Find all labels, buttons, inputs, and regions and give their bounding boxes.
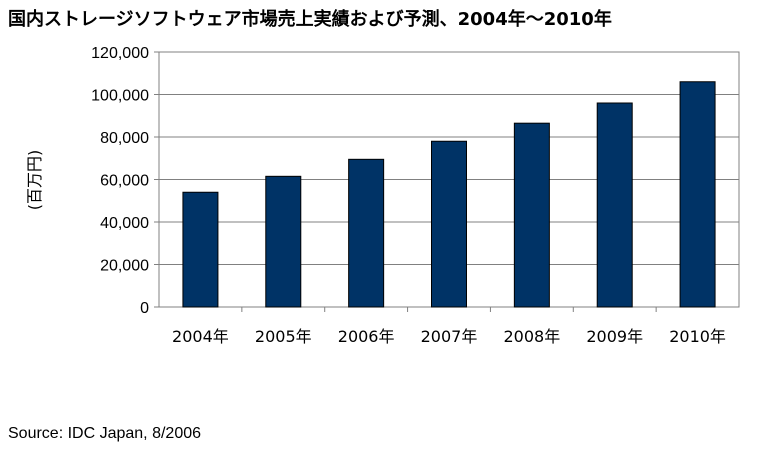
bar-6 <box>679 81 716 308</box>
x-tick-label: 2008年 <box>503 327 560 346</box>
bar-5 <box>596 102 633 308</box>
bar-0 <box>182 191 219 308</box>
x-tick-label: 2009年 <box>586 327 643 346</box>
bar-1 <box>265 175 302 308</box>
y-axis-ticks: 0 20,000 40,000 60,000 80,000 100,000 120,000 <box>91 45 159 317</box>
y-tick-label: 100,000 <box>91 88 149 105</box>
bar-3 <box>431 140 467 308</box>
bar-4 <box>513 122 550 308</box>
source-note: Source: IDC Japan, 8/2006 <box>8 425 202 442</box>
x-tick-label: 2006年 <box>338 327 395 346</box>
y-tick-label: 20,000 <box>100 258 149 275</box>
x-tick-label: 2005年 <box>255 327 312 346</box>
y-tick-label: 0 <box>140 300 149 317</box>
y-tick-label: 40,000 <box>100 215 149 232</box>
bar-2 <box>348 158 385 308</box>
x-tick-label: 2004年 <box>172 327 229 346</box>
chart-title: 国内ストレージソフトウェア市場売上実績および予測、2004年～2010年 <box>8 9 612 30</box>
y-tick-label: 80,000 <box>100 130 149 147</box>
bars <box>182 81 716 308</box>
y-axis-label: (百万円) <box>25 150 44 211</box>
x-tick-label: 2010年 <box>669 327 726 346</box>
y-tick-label: 120,000 <box>91 45 149 62</box>
x-axis-ticks: 2004年 2005年 2006年 2007年 2008年 2009年 2010年 <box>172 307 726 346</box>
x-tick-label: 2007年 <box>421 327 478 346</box>
y-tick-label: 60,000 <box>100 173 149 190</box>
